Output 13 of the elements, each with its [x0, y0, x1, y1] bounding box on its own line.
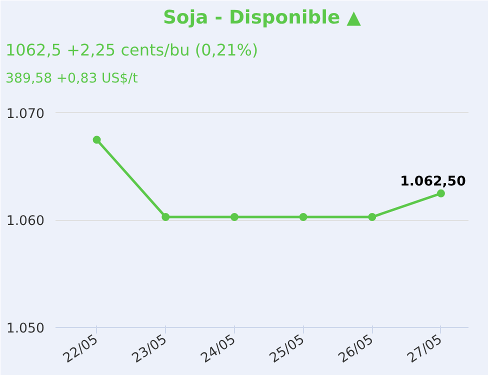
- point: [230, 213, 238, 221]
- point: [162, 213, 170, 221]
- point: [368, 213, 376, 221]
- y-tick-label: 1.050: [6, 322, 44, 336]
- y-tick-label: 1.060: [6, 214, 44, 230]
- text: 389,58 +0,83 US$/t: [6, 72, 138, 86]
- chart-subtitle: 1062,5 +2,25 cents/bu (0,21%): [6, 40, 258, 60]
- point: [436, 189, 445, 198]
- point: [92, 136, 101, 144]
- y-tick-label: 1.070: [6, 106, 44, 122]
- point: [299, 213, 308, 221]
- chart-title: Soja - Disponible ▲: [162, 8, 362, 28]
- data-label: 1.062,50: [400, 174, 466, 190]
